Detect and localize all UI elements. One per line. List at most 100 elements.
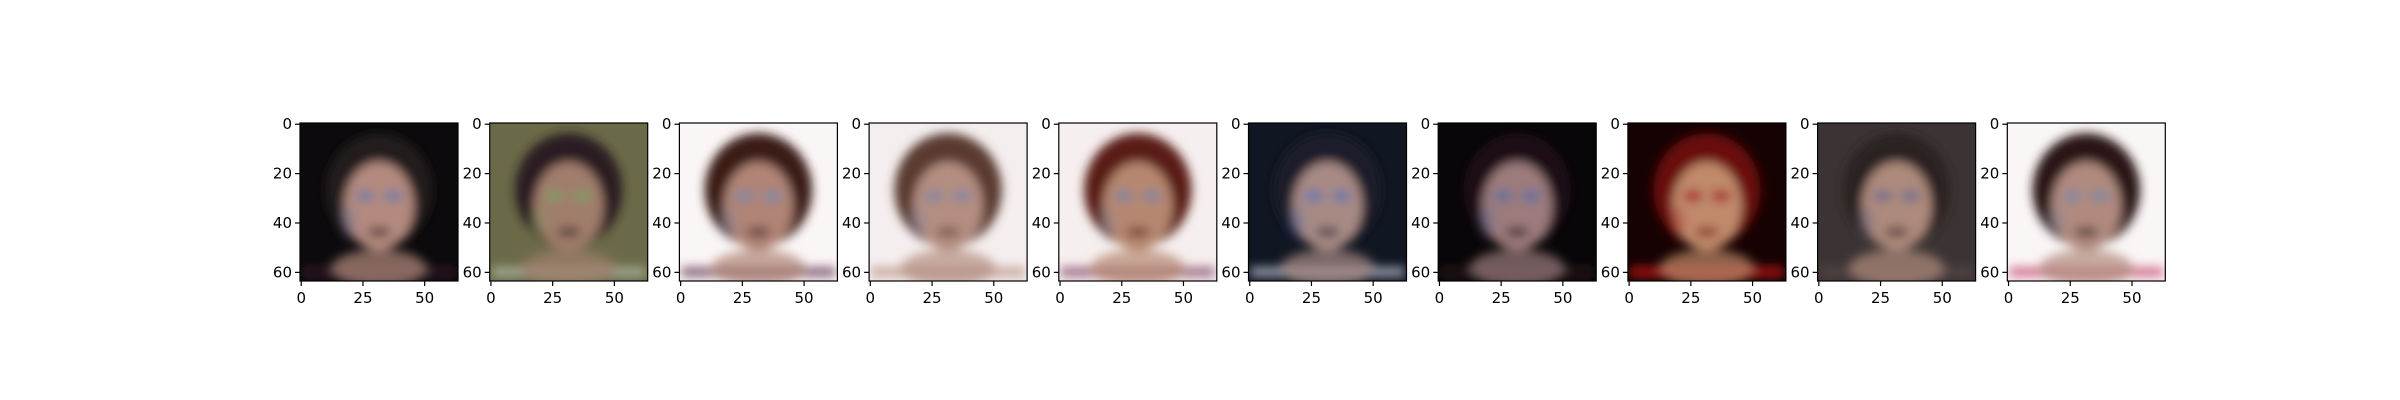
axes-frame: [1437, 122, 1597, 282]
generated-face-image: [1817, 123, 1976, 281]
x-tick-label: 25: [733, 289, 752, 307]
x-tick-label: 25: [543, 289, 562, 307]
axes-frame: [678, 122, 839, 282]
x-tick-label: 50: [1364, 289, 1383, 307]
image-panel: 0 20 40 60 0 25 50: [842, 115, 1028, 307]
y-tick-label: 60: [652, 263, 671, 281]
y-tick-label: 20: [1980, 165, 1999, 183]
y-tick-label: 40: [1791, 214, 1810, 232]
x-tick-label: 50: [1933, 289, 1952, 307]
y-tick-label: 0: [1421, 115, 1431, 133]
x-tick-label: 25: [1681, 289, 1700, 307]
x-tick-label: 50: [605, 289, 624, 307]
y-tick-label: 20: [273, 165, 292, 183]
y-tick-label: 40: [273, 214, 292, 232]
x-tick-label: 0: [1814, 289, 1824, 307]
y-tick-label: 60: [1411, 263, 1430, 281]
y-tick-label: 20: [463, 165, 482, 183]
x-tick-label: 25: [2061, 289, 2080, 307]
x-tick-label: 50: [415, 289, 434, 307]
y-tick-label: 20: [652, 165, 671, 183]
y-tick-label: 0: [472, 115, 482, 133]
x-tick-label: 0: [1435, 289, 1445, 307]
generated-face-image: [1058, 123, 1217, 281]
x-tick-label: 25: [1302, 289, 1321, 307]
y-tick-label: 60: [1032, 263, 1051, 281]
x-tick-label: 50: [2122, 289, 2141, 307]
y-tick-label: 40: [1601, 214, 1620, 232]
x-tick-label: 25: [1871, 289, 1890, 307]
generated-face-image: [1248, 123, 1407, 281]
y-tick-label: 20: [1791, 165, 1810, 183]
y-tick-label: 40: [1221, 214, 1240, 232]
x-tick-label: 50: [795, 289, 814, 307]
y-tick-label: 0: [1800, 115, 1810, 133]
y-tick-label: 0: [282, 115, 292, 133]
y-tick-label: 40: [652, 214, 671, 232]
image-panel: 0 20 40 60 0 25 50: [1411, 115, 1597, 307]
y-tick-label: 40: [1980, 214, 1999, 232]
generated-face-image: [869, 123, 1028, 281]
generated-face-image: [2007, 123, 2166, 281]
image-panel: 0 20 40 60 0 25 50: [1980, 115, 2166, 307]
axes-frame: [1816, 122, 1977, 282]
axes-frame: [2006, 122, 2166, 282]
generated-face-image: [1438, 123, 1597, 281]
x-tick-label: 50: [1743, 289, 1762, 307]
y-tick-label: 40: [1032, 214, 1051, 232]
y-tick-label: 60: [842, 263, 861, 281]
generated-face-image: [489, 123, 648, 281]
y-tick-label: 60: [1791, 263, 1810, 281]
y-tick-label: 60: [463, 263, 482, 281]
x-tick-label: 0: [866, 289, 876, 307]
x-tick-label: 0: [486, 289, 496, 307]
axes-frame: [489, 122, 649, 282]
x-tick-label: 0: [296, 289, 306, 307]
x-tick-label: 0: [676, 289, 686, 307]
y-tick-label: 0: [1231, 115, 1241, 133]
x-tick-label: 0: [1624, 289, 1634, 307]
axes-frame: [1247, 122, 1408, 282]
image-panel: 0 20 40 60 0 25 50: [1221, 115, 1408, 307]
y-tick-label: 40: [463, 214, 482, 232]
axes-frame: [868, 122, 1028, 282]
y-tick-label: 0: [852, 115, 862, 133]
y-tick-label: 0: [1990, 115, 2000, 133]
generated-face-image: [679, 123, 838, 281]
y-tick-label: 60: [1980, 263, 1999, 281]
axes-frame: [299, 122, 459, 282]
generated-face-image: [1627, 123, 1786, 281]
x-tick-label: 0: [1245, 289, 1255, 307]
y-tick-label: 40: [842, 214, 861, 232]
x-tick-label: 50: [1174, 289, 1193, 307]
x-tick-label: 25: [1112, 289, 1131, 307]
y-tick-label: 20: [1221, 165, 1240, 183]
generated-face-image: [300, 123, 458, 281]
x-tick-label: 0: [1055, 289, 1065, 307]
y-tick-label: 0: [1610, 115, 1620, 133]
y-tick-label: 40: [1411, 214, 1430, 232]
y-tick-label: 20: [842, 165, 861, 183]
y-tick-label: 0: [1041, 115, 1051, 133]
y-tick-label: 60: [1221, 263, 1240, 281]
y-tick-label: 60: [273, 263, 292, 281]
axes-frame: [1627, 122, 1787, 282]
x-tick-label: 25: [1492, 289, 1511, 307]
x-tick-label: 25: [353, 289, 372, 307]
x-tick-label: 50: [984, 289, 1003, 307]
x-tick-label: 50: [1553, 289, 1572, 307]
x-tick-label: 0: [2004, 289, 2014, 307]
y-tick-label: 20: [1411, 165, 1430, 183]
x-tick-label: 25: [923, 289, 942, 307]
y-tick-label: 20: [1601, 165, 1620, 183]
axes-frame: [1058, 122, 1218, 282]
y-tick-label: 20: [1032, 165, 1051, 183]
y-tick-label: 60: [1601, 263, 1620, 281]
